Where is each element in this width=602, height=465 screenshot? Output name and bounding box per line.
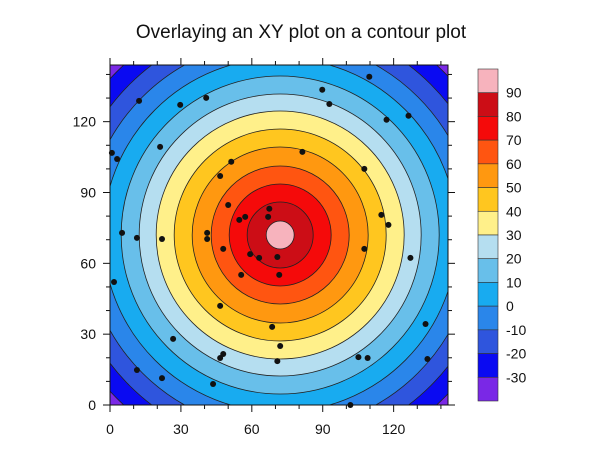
colorbar-swatch bbox=[477, 92, 499, 117]
colorbar-label: -30 bbox=[506, 369, 526, 385]
data-point bbox=[177, 101, 184, 108]
data-point bbox=[355, 354, 362, 361]
colorbar-swatch bbox=[477, 305, 499, 331]
colorbar-label: 90 bbox=[506, 85, 522, 101]
data-point bbox=[238, 271, 245, 278]
x-tick-label: 60 bbox=[244, 421, 260, 437]
data-point bbox=[220, 245, 227, 252]
data-point bbox=[170, 335, 177, 342]
data-point bbox=[407, 254, 414, 261]
y-tick-label: 120 bbox=[73, 114, 97, 130]
data-point bbox=[383, 116, 390, 123]
data-point bbox=[157, 143, 164, 150]
colorbar-swatch bbox=[477, 376, 499, 402]
data-point bbox=[277, 342, 284, 349]
data-point bbox=[319, 86, 326, 93]
colorbar-label: 10 bbox=[506, 274, 522, 290]
data-point bbox=[405, 112, 412, 119]
data-point bbox=[242, 213, 249, 220]
colorbar-swatch bbox=[477, 234, 499, 260]
x-tick-label: 30 bbox=[173, 421, 189, 437]
colorbar-swatch bbox=[477, 187, 499, 212]
colorbar-label: 20 bbox=[506, 251, 522, 267]
data-point bbox=[136, 97, 143, 104]
data-point bbox=[274, 358, 281, 365]
data-point bbox=[361, 165, 368, 172]
data-point bbox=[228, 158, 235, 165]
data-point bbox=[159, 375, 165, 382]
data-point bbox=[366, 73, 373, 80]
colorbar-swatch bbox=[477, 116, 499, 141]
colorbar-label: 50 bbox=[506, 180, 522, 196]
colorbar-label: -10 bbox=[506, 322, 526, 338]
colorbar-swatch bbox=[477, 282, 499, 307]
data-point bbox=[326, 100, 333, 107]
plot-frame bbox=[109, 64, 449, 406]
colorbar-swatch bbox=[477, 68, 499, 94]
data-point bbox=[133, 234, 140, 241]
colorbar-label: 60 bbox=[506, 156, 522, 172]
contour-band bbox=[265, 220, 295, 250]
data-point bbox=[378, 211, 385, 218]
colorbar-label: -20 bbox=[506, 346, 526, 362]
colorbar-swatch bbox=[477, 210, 499, 236]
colorbar-swatch bbox=[477, 139, 499, 165]
data-point bbox=[265, 213, 272, 220]
colorbar-swatch bbox=[477, 258, 499, 283]
data-point bbox=[217, 302, 224, 309]
data-point bbox=[269, 323, 276, 330]
data-point bbox=[424, 355, 431, 362]
y-tick-label: 0 bbox=[88, 397, 96, 413]
data-point bbox=[236, 216, 243, 223]
colorbar-swatch bbox=[477, 353, 499, 378]
data-point bbox=[217, 172, 224, 179]
data-point bbox=[274, 253, 281, 260]
data-point bbox=[364, 355, 371, 362]
data-point bbox=[220, 351, 227, 357]
data-point bbox=[119, 229, 126, 236]
y-tick-label: 30 bbox=[80, 326, 96, 342]
data-point bbox=[361, 245, 368, 252]
colorbar-label: 30 bbox=[506, 227, 522, 243]
data-point bbox=[204, 229, 211, 236]
data-point bbox=[203, 94, 210, 101]
colorbar-swatch bbox=[477, 163, 499, 188]
colorbar-swatch bbox=[477, 329, 499, 354]
x-tick-label: 90 bbox=[315, 421, 331, 437]
colorbar-label: 70 bbox=[506, 132, 522, 148]
chart-title: Overlaying an XY plot on a contour plot bbox=[135, 22, 467, 43]
x-tick-label: 0 bbox=[106, 421, 114, 437]
data-point bbox=[247, 251, 254, 258]
data-point bbox=[133, 367, 140, 374]
scatter-series bbox=[108, 73, 431, 408]
data-point bbox=[266, 205, 273, 212]
data-point bbox=[256, 254, 263, 261]
colorbar-label: 80 bbox=[506, 108, 522, 124]
data-point bbox=[210, 380, 217, 387]
x-tick-label: 120 bbox=[382, 421, 406, 437]
data-point bbox=[111, 278, 118, 285]
data-point bbox=[276, 271, 283, 278]
data-point bbox=[225, 202, 232, 209]
y-tick-label: 90 bbox=[80, 185, 96, 201]
colorbar: 90 80 70 60 50 40 30 20 10 0 -10 -20 -30 bbox=[477, 68, 526, 402]
colorbar-label: 0 bbox=[506, 298, 514, 314]
data-point bbox=[114, 155, 121, 162]
y-tick-label: 60 bbox=[80, 255, 96, 271]
data-point bbox=[385, 221, 392, 228]
data-point bbox=[299, 148, 306, 155]
contour-fill bbox=[110, 65, 448, 405]
data-point bbox=[159, 236, 165, 243]
axes: 0 30 60 90 120 0 30 60 90 120 bbox=[73, 58, 455, 437]
data-point bbox=[204, 236, 211, 243]
data-point bbox=[422, 321, 429, 328]
colorbar-label: 40 bbox=[506, 203, 522, 219]
